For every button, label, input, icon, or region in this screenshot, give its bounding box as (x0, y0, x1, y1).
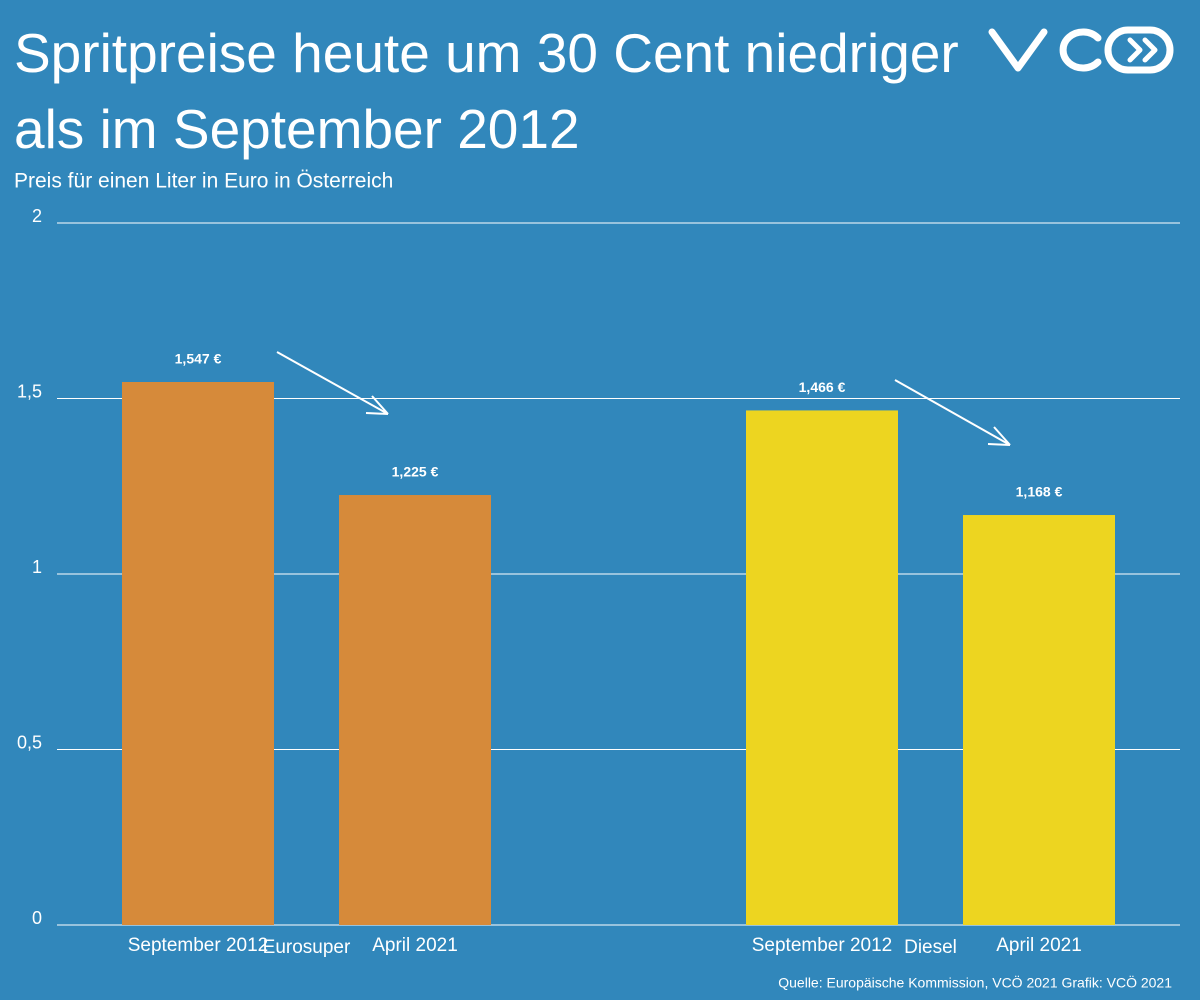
y-tick-label: 1 (32, 557, 42, 577)
bar (122, 382, 274, 925)
value-label: 1,168 € (1016, 484, 1063, 500)
y-tick-label: 2 (32, 206, 42, 226)
value-label: 1,225 € (392, 464, 439, 480)
group-label: Diesel (904, 937, 957, 958)
y-tick-label: 0,5 (17, 732, 42, 752)
logo-v (988, 28, 1048, 72)
x-tick-label: April 2021 (996, 935, 1082, 956)
bar (339, 495, 491, 925)
chart-title: Spritpreise heute um 30 Cent niedriger (14, 22, 959, 84)
chart-title: als im September 2012 (14, 98, 580, 160)
x-tick-label: April 2021 (372, 935, 458, 956)
y-tick-label: 0 (32, 908, 42, 928)
arrow (276, 351, 389, 415)
bar (963, 515, 1115, 925)
source: Quelle: Europäische Kommission, VCÖ 2021… (778, 974, 1172, 991)
bar (746, 410, 898, 926)
y-tick-label: 1,5 (17, 381, 42, 401)
logo-c (1059, 28, 1102, 72)
logo-arrows (1127, 37, 1158, 63)
group-label: Eurosuper (263, 937, 351, 958)
logo-o (1104, 26, 1174, 74)
value-label: 1,466 € (799, 379, 846, 395)
x-tick-label: September 2012 (752, 935, 893, 956)
value-label: 1,547 € (175, 351, 222, 367)
chart-subtitle: Preis für einen Liter in Euro in Österre… (14, 170, 393, 193)
x-tick-label: September 2012 (128, 935, 269, 956)
logo (988, 26, 1174, 74)
arrow (894, 379, 1011, 446)
